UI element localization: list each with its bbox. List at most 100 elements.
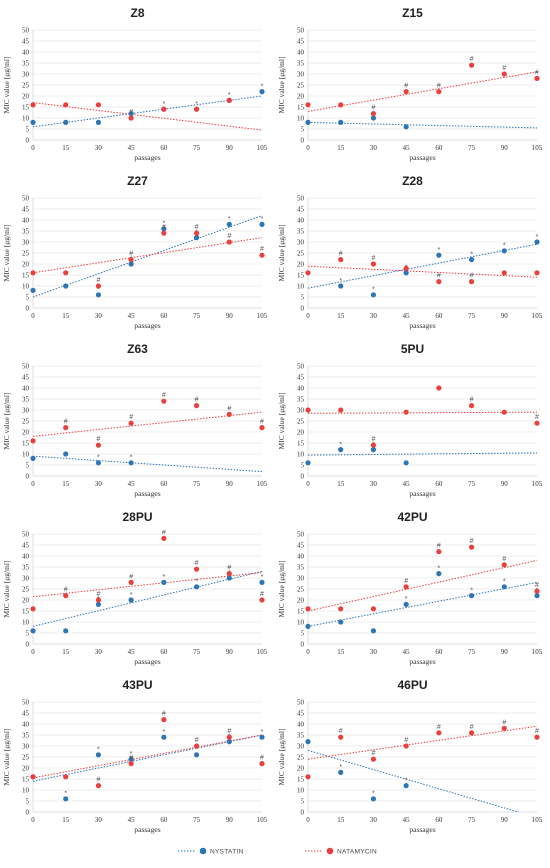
significance-mark: # [227,565,231,572]
point-nystatin [403,460,409,466]
point-natamycin [338,257,344,263]
point-nystatin [534,239,540,245]
y-tick-label: 45 [22,205,30,213]
y-tick-label: 40 [22,48,30,56]
y-tick-label: 15 [22,439,30,447]
y-tick-label: 50 [297,194,305,202]
x-axis-label: passages [134,657,160,666]
point-natamycin [63,593,69,599]
x-tick-label: 75 [468,816,476,824]
chart-title: 46PU [397,678,427,692]
significance-mark: * [162,101,165,108]
y-tick-label: 20 [22,596,30,604]
y-tick-label: 20 [22,260,30,268]
point-natamycin [193,566,200,572]
point-natamycin [128,579,134,586]
x-tick-label: 90 [501,312,509,320]
y-tick-label: 45 [22,373,30,381]
y-axis-label: MIC value [μg/ml] [2,729,11,786]
x-tick-label: 15 [337,144,345,152]
y-tick-label: 15 [297,271,305,279]
x-tick-label: 15 [62,144,70,152]
point-natamycin [403,409,409,415]
y-tick-label: 25 [297,417,305,425]
y-axis-label: MIC value [μg/ml] [2,57,11,114]
point-nystatin [128,756,134,762]
y-tick-label: 20 [22,92,30,100]
y-tick-label: 5 [301,293,305,301]
trendline-natamycin [308,411,537,414]
x-tick-label: 45 [403,144,411,152]
point-natamycin [30,774,36,780]
y-tick-label: 0 [301,640,305,648]
x-tick-label: 60 [435,648,443,656]
y-tick-label: 20 [297,260,305,268]
point-natamycin [534,270,540,276]
y-tick-label: 35 [297,731,305,739]
legend-label-natamycin: NATAMYCIN [337,849,377,856]
significance-mark: # [260,419,264,426]
point-natamycin [63,774,69,780]
point-nystatin [436,252,442,258]
y-tick-label: 30 [297,574,305,582]
chart-title: Z27 [127,174,148,188]
y-tick-label: 0 [301,472,305,480]
x-tick-label: 105 [532,144,543,152]
y-tick-label: 30 [22,406,30,414]
point-nystatin [95,460,102,466]
significance-mark: * [162,221,165,228]
significance-mark: * [130,592,133,599]
y-tick-label: 20 [297,764,305,772]
significance-mark: * [437,247,440,254]
point-nystatin [338,119,344,125]
point-nystatin [338,769,344,776]
x-tick-label: 90 [226,816,234,824]
y-axis-label: MIC value [μg/ml] [277,561,286,618]
point-nystatin [259,734,265,740]
point-natamycin [501,270,507,276]
point-nystatin [63,628,69,634]
significance-mark: # [535,69,539,76]
y-tick-label: 30 [22,742,30,750]
y-tick-label: 25 [297,81,305,89]
x-tick-label: 75 [468,648,476,656]
y-tick-label: 15 [22,775,30,783]
point-nystatin [193,752,200,758]
y-tick-label: 5 [26,461,30,469]
x-tick-label: 75 [193,480,201,488]
x-tick-label: 90 [226,648,234,656]
y-tick-label: 35 [297,59,305,67]
y-tick-label: 15 [22,607,30,615]
significance-mark: # [162,529,166,536]
point-nystatin [161,579,167,586]
y-tick-label: 10 [297,282,305,290]
significance-mark: # [129,573,133,580]
x-tick-label: 30 [95,312,103,320]
significance-mark: # [404,83,408,90]
significance-mark: # [129,414,133,421]
point-nystatin [30,455,36,461]
x-tick-label: 60 [160,144,168,152]
x-tick-label: 90 [501,480,509,488]
point-nystatin [226,575,232,581]
x-tick-label: 75 [193,648,201,656]
point-natamycin [193,106,200,112]
significance-mark: # [129,755,133,762]
x-tick-label: 105 [257,144,268,152]
y-tick-label: 30 [297,238,305,246]
point-natamycin [63,425,69,431]
significance-mark: * [97,287,100,294]
y-tick-label: 0 [301,304,305,312]
point-natamycin [30,270,36,276]
significance-mark: * [470,587,473,594]
y-tick-label: 50 [297,698,305,706]
point-natamycin [226,239,232,245]
point-natamycin [30,606,36,612]
y-tick-label: 15 [22,103,30,111]
x-tick-label: 30 [95,144,103,152]
y-tick-label: 35 [297,227,305,235]
point-nystatin [259,89,265,95]
significance-mark: * [437,565,440,572]
point-nystatin [403,124,409,130]
trendline-nystatin [33,570,262,627]
